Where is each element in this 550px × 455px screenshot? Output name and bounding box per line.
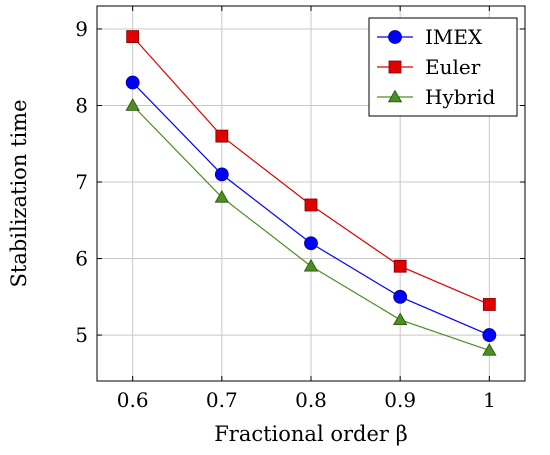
data-point [482,343,497,356]
y-tick-label: 9 [75,17,88,41]
series-euler [126,30,496,311]
tick-labels: 0.6 0.7 0.8 0.9 1 5 6 7 8 9 [75,6,525,412]
legend-label: Hybrid [425,85,496,109]
x-tick-label: 0.8 [295,388,327,412]
data-point [482,328,497,342]
data-point [215,129,229,143]
x-tick-label: 1 [483,388,496,412]
data-point [125,98,140,111]
x-tick-label: 0.7 [206,388,238,412]
data-point [303,258,319,272]
legend-marker [387,89,403,103]
data-point [214,167,229,182]
data-point [125,75,140,90]
series-layer [125,30,497,356]
legend-item-euler: Euler [377,55,481,79]
y-tick-label: 7 [75,170,88,194]
x-tick-label: 0.9 [384,388,416,412]
y-tick-label: 6 [75,247,88,271]
x-axis-label: Fractional order β [214,422,408,446]
y-axis-label: Stabilization time [7,99,31,287]
data-point [304,236,318,251]
legend-label: Euler [425,55,481,79]
y-tick-label: 8 [75,93,88,117]
data-point [214,190,230,203]
data-point [392,312,408,326]
series-hybrid [125,98,497,356]
series-imex [125,75,497,342]
x-tick-label: 0.6 [117,388,149,412]
legend-item-hybrid: Hybrid [377,85,496,109]
data-point [393,259,407,273]
legend-label: IMEX [425,25,483,49]
legend-marker [388,30,402,44]
legend-marker [388,60,402,74]
legend-item-imex: IMEX [377,25,483,49]
data-point [126,30,140,44]
data-point [304,198,318,212]
data-point [482,298,496,311]
legend: IMEX Euler Hybrid [368,17,518,117]
y-tick-label: 5 [75,323,88,347]
data-point [393,289,408,304]
